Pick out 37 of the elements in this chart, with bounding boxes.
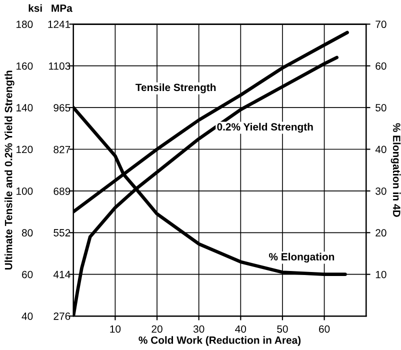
x-tick-label: 60 (319, 325, 330, 333)
text: MPa (52, 4, 72, 12)
y-tick-label: 60 (22, 270, 33, 278)
series-label: Tensile Strength (136, 83, 216, 94)
x-axis-title: % Cold Work (Reduction in Area) (138, 336, 301, 346)
text: ksi (28, 4, 42, 12)
y2-tick-label: 10 (376, 270, 386, 278)
x-tick-label: 30 (193, 325, 204, 333)
y-tick-label: 160 (16, 62, 33, 70)
y-axis-title: Ultimate Tensile and 0.2% Yield Strength (4, 70, 14, 270)
y3-tick-label: 1103 (48, 62, 70, 70)
y-tick-label: 40 (22, 312, 33, 320)
y2-tick-label: 20 (376, 229, 386, 237)
series-label: 0.2% Yield Strength (217, 122, 313, 133)
x-tick-label: 10 (110, 325, 121, 333)
y-tick-label: 140 (16, 104, 33, 112)
y3-tick-label: 276 (54, 312, 70, 320)
y-tick-label: 120 (16, 146, 33, 154)
y3-tick-label: 827 (54, 146, 70, 154)
y2-tick-label: 30 (376, 187, 386, 195)
y2-tick-label: 60 (376, 62, 386, 70)
y-tick-label: 100 (16, 187, 33, 195)
x-tick-label: 40 (235, 325, 246, 333)
y3-tick-label: 689 (54, 188, 70, 195)
series-label: % Elongation (268, 252, 334, 263)
y3-tick-label: 1241 (48, 20, 70, 28)
y-tick-label: 180 (16, 20, 33, 28)
x-tick-label: 50 (277, 325, 288, 333)
y2-tick-label: 40 (375, 146, 386, 154)
y3-tick-label: 965 (54, 104, 70, 112)
x-tick-label: 20 (152, 325, 162, 333)
y3-tick-label: 552 (54, 229, 70, 236)
y2-axis-title: % Elongation in 4D (390, 123, 401, 217)
y-tick-label: 80 (22, 229, 33, 237)
y2-tick-label: 50 (376, 104, 386, 112)
y2-tick-label: 70 (376, 20, 386, 28)
y3-tick-label: 414 (53, 270, 70, 278)
